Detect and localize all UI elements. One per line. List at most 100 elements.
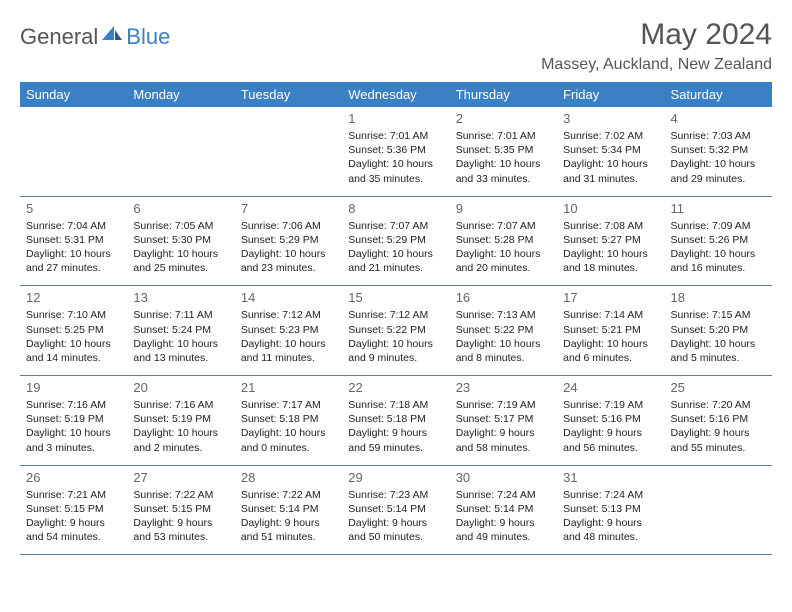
calendar-table: SundayMondayTuesdayWednesdayThursdayFrid…	[20, 82, 772, 555]
day-number: 10	[563, 201, 658, 216]
day-number: 7	[241, 201, 336, 216]
calendar-week-row: 12Sunrise: 7:10 AMSunset: 5:25 PMDayligh…	[20, 286, 772, 376]
day-info: Sunrise: 7:13 AMSunset: 5:22 PMDaylight:…	[456, 308, 551, 365]
calendar-day-cell: 2 Sunrise: 7:01 AMSunset: 5:35 PMDaylight…	[450, 107, 557, 196]
day-info: Sunrise: 7:12 AMSunset: 5:22 PMDaylight:…	[348, 308, 443, 365]
day-info: Sunrise: 7:06 AMSunset: 5:29 PMDaylight:…	[241, 219, 336, 276]
calendar-day-cell: 13 Sunrise: 7:11 AMSunset: 5:24 PMDayligh…	[127, 286, 234, 376]
calendar-day-cell: 28 Sunrise: 7:22 AMSunset: 5:14 PMDayligh…	[235, 465, 342, 555]
calendar-day-cell: 30Sunrise: 7:24 AMSunset: 5:14 PMDayligh…	[450, 465, 557, 555]
day-number: 12	[26, 290, 121, 305]
day-number: 11	[671, 201, 766, 216]
day-info: Sunrise: 7:14 AMSunset: 5:21 PMDaylight:…	[563, 308, 658, 365]
day-number: 18	[671, 290, 766, 305]
day-number: 31	[563, 470, 658, 485]
day-info: Sunrise: 7:16 AMSunset: 5:19 PMDaylight:…	[133, 398, 228, 455]
calendar-week-row: 26 Sunrise: 7:21 AMSunset: 5:15 PMDayligh…	[20, 465, 772, 555]
day-info: Sunrise: 7:15 AMSunset: 5:20 PMDaylight:…	[671, 308, 766, 365]
day-info: Sunrise: 7:01 AMSunset: 5:35 PMDaylight:…	[456, 129, 551, 186]
calendar-day-cell: 19 Sunrise: 7:16 AMSunset: 5:19 PMDayligh…	[20, 376, 127, 466]
calendar-day-cell: 20 Sunrise: 7:16 AMSunset: 5:19 PMDayligh…	[127, 376, 234, 466]
calendar-day-cell: 17 Sunrise: 7:14 AMSunset: 5:21 PMDayligh…	[557, 286, 664, 376]
calendar-week-row: 1 Sunrise: 7:01 AMSunset: 5:36 PMDaylight…	[20, 107, 772, 196]
day-number: 28	[241, 470, 336, 485]
day-number: 3	[563, 111, 658, 126]
calendar-day-cell: 29 Sunrise: 7:23 AMSunset: 5:14 PMDayligh…	[342, 465, 449, 555]
day-info: Sunrise: 7:20 AMSunset: 5:16 PMDaylight:…	[671, 398, 766, 455]
day-number: 15	[348, 290, 443, 305]
title-block: May 2024 Massey, Auckland, New Zealand	[541, 18, 772, 74]
day-info: Sunrise: 7:12 AMSunset: 5:23 PMDaylight:…	[241, 308, 336, 365]
calendar-day-cell: 26 Sunrise: 7:21 AMSunset: 5:15 PMDayligh…	[20, 465, 127, 555]
day-info: Sunrise: 7:21 AMSunset: 5:15 PMDaylight:…	[26, 488, 121, 545]
day-number: 4	[671, 111, 766, 126]
day-number: 20	[133, 380, 228, 395]
day-number: 30	[456, 470, 551, 485]
day-info: Sunrise: 7:17 AMSunset: 5:18 PMDaylight:…	[241, 398, 336, 455]
day-number: 13	[133, 290, 228, 305]
day-info: Sunrise: 7:23 AMSunset: 5:14 PMDaylight:…	[348, 488, 443, 545]
calendar-day-cell: 14 Sunrise: 7:12 AMSunset: 5:23 PMDayligh…	[235, 286, 342, 376]
day-number: 1	[348, 111, 443, 126]
location: Massey, Auckland, New Zealand	[541, 56, 772, 74]
calendar-week-row: 19 Sunrise: 7:16 AMSunset: 5:19 PMDayligh…	[20, 376, 772, 466]
day-number: 26	[26, 470, 121, 485]
weekday-header: Sunday	[20, 82, 127, 107]
day-info: Sunrise: 7:19 AMSunset: 5:17 PMDaylight:…	[456, 398, 551, 455]
day-info: Sunrise: 7:18 AMSunset: 5:18 PMDaylight:…	[348, 398, 443, 455]
calendar-empty-cell	[20, 107, 127, 196]
day-info: Sunrise: 7:05 AMSunset: 5:30 PMDaylight:…	[133, 219, 228, 276]
calendar-week-row: 5 Sunrise: 7:04 AMSunset: 5:31 PMDaylight…	[20, 196, 772, 286]
day-number: 27	[133, 470, 228, 485]
calendar-day-cell: 23 Sunrise: 7:19 AMSunset: 5:17 PMDayligh…	[450, 376, 557, 466]
day-number: 5	[26, 201, 121, 216]
day-number: 17	[563, 290, 658, 305]
calendar-day-cell: 27 Sunrise: 7:22 AMSunset: 5:15 PMDayligh…	[127, 465, 234, 555]
day-info: Sunrise: 7:08 AMSunset: 5:27 PMDaylight:…	[563, 219, 658, 276]
calendar-day-cell: 16Sunrise: 7:13 AMSunset: 5:22 PMDayligh…	[450, 286, 557, 376]
calendar-day-cell: 9Sunrise: 7:07 AMSunset: 5:28 PMDaylight…	[450, 196, 557, 286]
day-number: 22	[348, 380, 443, 395]
day-number: 14	[241, 290, 336, 305]
calendar-day-cell: 12Sunrise: 7:10 AMSunset: 5:25 PMDayligh…	[20, 286, 127, 376]
weekday-header: Tuesday	[235, 82, 342, 107]
day-number: 19	[26, 380, 121, 395]
day-info: Sunrise: 7:22 AMSunset: 5:14 PMDaylight:…	[241, 488, 336, 545]
calendar-day-cell: 15 Sunrise: 7:12 AMSunset: 5:22 PMDayligh…	[342, 286, 449, 376]
day-info: Sunrise: 7:22 AMSunset: 5:15 PMDaylight:…	[133, 488, 228, 545]
logo: General Blue	[20, 24, 170, 50]
day-info: Sunrise: 7:09 AMSunset: 5:26 PMDaylight:…	[671, 219, 766, 276]
day-number: 6	[133, 201, 228, 216]
day-number: 25	[671, 380, 766, 395]
calendar-day-cell: 3 Sunrise: 7:02 AMSunset: 5:34 PMDaylight…	[557, 107, 664, 196]
day-number: 8	[348, 201, 443, 216]
weekday-header: Saturday	[665, 82, 772, 107]
day-number: 21	[241, 380, 336, 395]
weekday-header: Thursday	[450, 82, 557, 107]
day-info: Sunrise: 7:04 AMSunset: 5:31 PMDaylight:…	[26, 219, 121, 276]
logo-text-blue: Blue	[126, 24, 170, 50]
weekday-header-row: SundayMondayTuesdayWednesdayThursdayFrid…	[20, 82, 772, 107]
day-number: 29	[348, 470, 443, 485]
day-info: Sunrise: 7:11 AMSunset: 5:24 PMDaylight:…	[133, 308, 228, 365]
calendar-day-cell: 18 Sunrise: 7:15 AMSunset: 5:20 PMDayligh…	[665, 286, 772, 376]
logo-text-general: General	[20, 24, 98, 50]
calendar-empty-cell	[665, 465, 772, 555]
day-number: 23	[456, 380, 551, 395]
calendar-day-cell: 6 Sunrise: 7:05 AMSunset: 5:30 PMDaylight…	[127, 196, 234, 286]
logo-sail-icon	[100, 24, 124, 42]
day-number: 2	[456, 111, 551, 126]
day-info: Sunrise: 7:07 AMSunset: 5:29 PMDaylight:…	[348, 219, 443, 276]
calendar-day-cell: 31Sunrise: 7:24 AMSunset: 5:13 PMDayligh…	[557, 465, 664, 555]
day-info: Sunrise: 7:16 AMSunset: 5:19 PMDaylight:…	[26, 398, 121, 455]
header: General Blue May 2024 Massey, Auckland, …	[20, 18, 772, 74]
calendar-day-cell: 8 Sunrise: 7:07 AMSunset: 5:29 PMDaylight…	[342, 196, 449, 286]
calendar-body: 1 Sunrise: 7:01 AMSunset: 5:36 PMDaylight…	[20, 107, 772, 555]
calendar-empty-cell	[235, 107, 342, 196]
calendar-day-cell: 7 Sunrise: 7:06 AMSunset: 5:29 PMDaylight…	[235, 196, 342, 286]
calendar-day-cell: 1 Sunrise: 7:01 AMSunset: 5:36 PMDaylight…	[342, 107, 449, 196]
day-info: Sunrise: 7:02 AMSunset: 5:34 PMDaylight:…	[563, 129, 658, 186]
day-info: Sunrise: 7:19 AMSunset: 5:16 PMDaylight:…	[563, 398, 658, 455]
day-info: Sunrise: 7:01 AMSunset: 5:36 PMDaylight:…	[348, 129, 443, 186]
calendar-empty-cell	[127, 107, 234, 196]
